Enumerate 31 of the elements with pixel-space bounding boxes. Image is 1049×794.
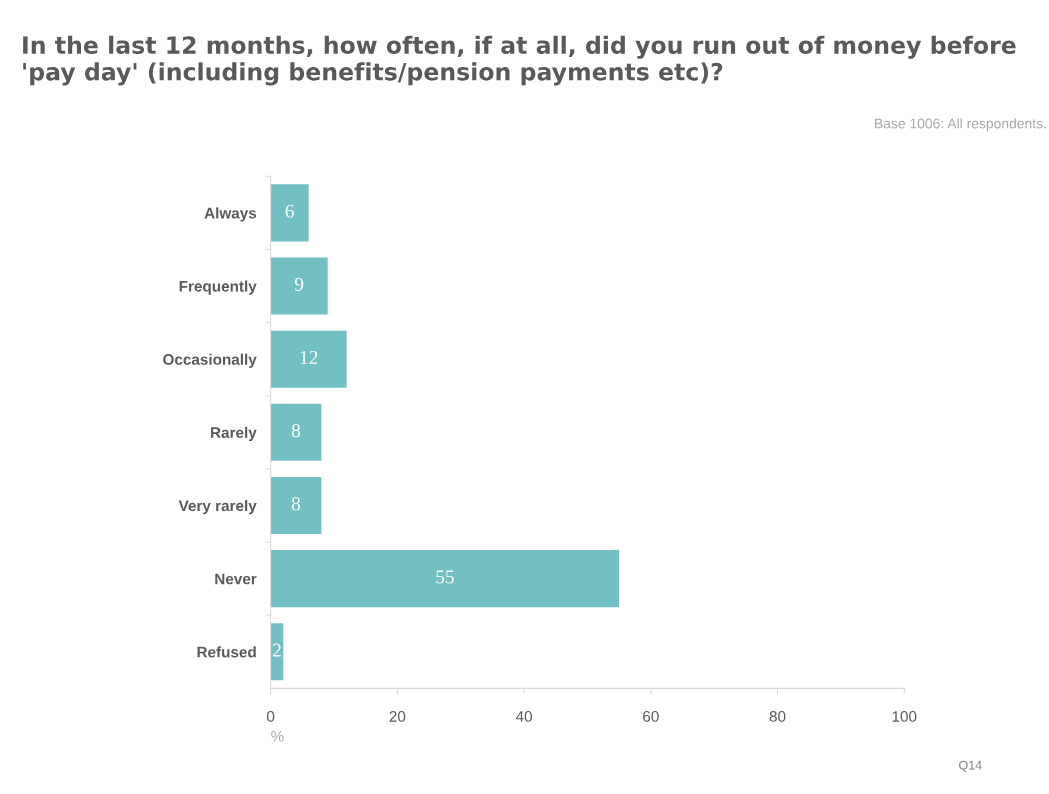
y-tick-label: Rarely	[211, 426, 257, 442]
y-tick-label: Frequently	[179, 280, 257, 295]
x-tick-label: 60	[643, 711, 659, 722]
data-label: 6	[285, 204, 294, 218]
bar	[270, 403, 322, 461]
data-label: 55	[436, 570, 454, 584]
y-tick-label: Refused	[197, 646, 256, 658]
x-tick-label: 100	[892, 711, 917, 722]
y-tick-label: Always	[204, 207, 257, 222]
bar	[270, 257, 328, 315]
bar	[270, 476, 322, 535]
y-tick-label: Very rarely	[178, 499, 257, 515]
text: Q14	[959, 760, 982, 772]
x-tick-label: 40	[515, 711, 532, 722]
data-label: 8	[291, 497, 301, 511]
x-axis-title: %	[271, 730, 284, 742]
data-label: 9	[294, 277, 304, 291]
chart-title: In the last 12 months, how often, if at all, did you run out of money before 'pay day' (including benefits/pension payments etc)?	[23, 35, 1016, 86]
y-tick-label: Never	[215, 573, 257, 585]
data-label: 12	[300, 350, 318, 364]
bar	[270, 184, 309, 242]
data-label: 8	[291, 424, 301, 438]
y-tick-label: Occasionally	[163, 353, 257, 368]
text: Base 1006: All respondents.	[875, 118, 1046, 132]
x-tick-label: 20	[389, 711, 406, 722]
bar	[270, 550, 620, 608]
data-label: 2	[272, 643, 281, 657]
bar	[270, 330, 347, 388]
x-tick-label: 80	[769, 711, 786, 722]
bar	[270, 623, 284, 681]
x-tick-label: 0	[266, 711, 275, 722]
